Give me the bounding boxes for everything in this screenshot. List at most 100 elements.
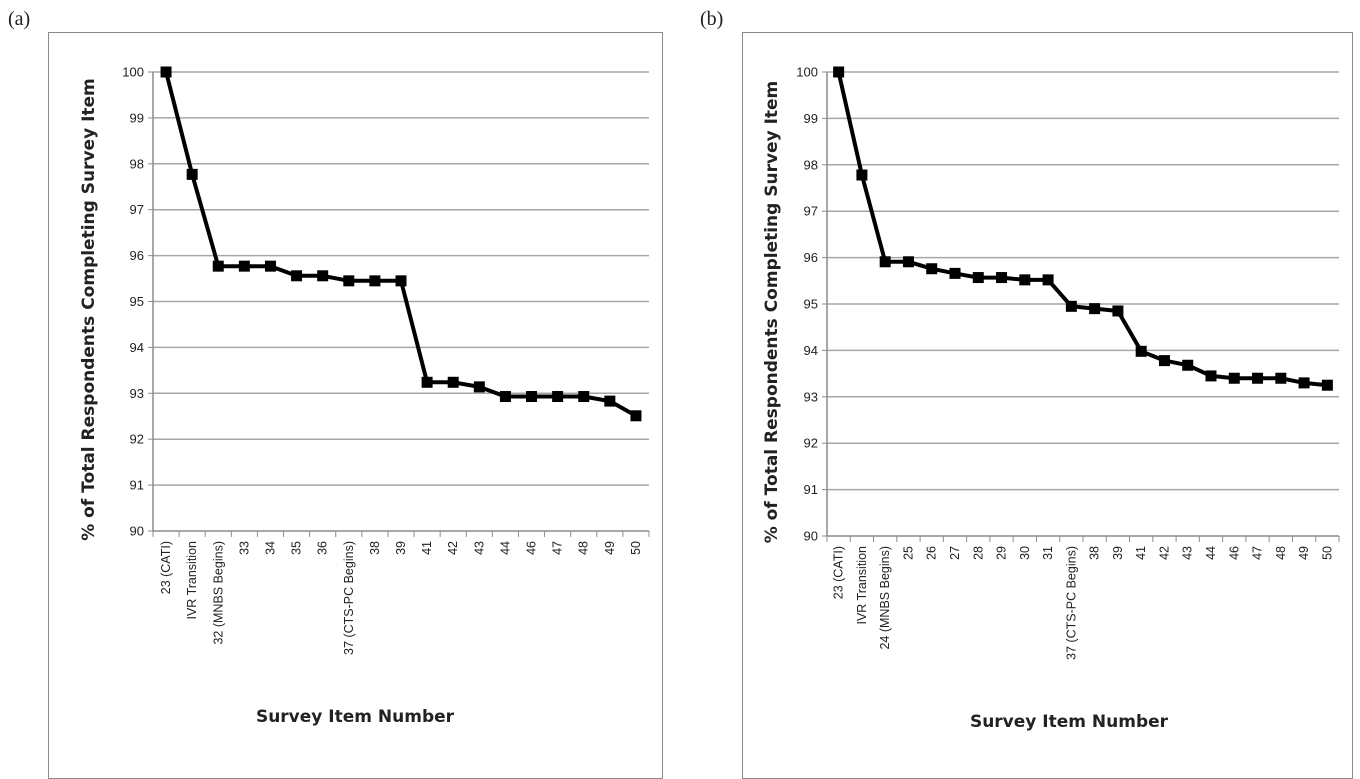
data-point-marker (1228, 372, 1240, 384)
y-tick-label: 95 (130, 294, 144, 309)
y-tick-label: 100 (796, 65, 818, 80)
data-point-marker (343, 275, 355, 287)
data-point-marker (972, 272, 984, 284)
x-axis-title: Survey Item Number (256, 707, 455, 727)
x-tick-label: 27 (948, 546, 962, 560)
x-tick-label: 33 (237, 541, 251, 555)
x-tick-label: 29 (995, 546, 1009, 560)
data-point-marker (1182, 359, 1194, 371)
series-line (164, 71, 637, 418)
y-axis-title: % of Total Respondents Completing Survey… (79, 78, 99, 541)
chart-a-canvas: 90 91 92 93 94 95 96 97 98 99 100 23 (CATI) IVR Tran… (79, 65, 650, 727)
data-point-marker (526, 391, 538, 403)
data-point-marker (552, 391, 564, 403)
y-tick-label: 92 (130, 432, 144, 447)
x-tick-label: 49 (1297, 546, 1311, 560)
x-tick-label: 37 (CTS-PC Begins) (1064, 546, 1078, 660)
x-tick-label: 48 (577, 541, 591, 555)
x-tick-label: 43 (1181, 546, 1195, 560)
y-tick-label: 97 (130, 202, 144, 217)
x-tick-label: 36 (316, 541, 330, 555)
data-point-marker (1112, 305, 1124, 317)
x-tick-label: 38 (1088, 546, 1102, 560)
data-point-marker (395, 275, 407, 287)
x-tick-label: IVR Transition (855, 546, 869, 625)
x-tick-label: 23 (CATI) (832, 546, 846, 599)
x-tick-label: 41 (420, 541, 434, 555)
data-point-marker (238, 260, 250, 272)
data-point-marker (1275, 372, 1287, 384)
x-tick-label: 37 (CTS-PC Begins) (342, 541, 356, 655)
x-tick-label: 38 (368, 541, 382, 555)
x-axis-title: Survey Item Number (970, 712, 1169, 732)
y-tick-label: 93 (130, 386, 144, 401)
data-point-marker (902, 256, 914, 268)
x-tick-label: 39 (394, 541, 408, 555)
x-tick-label: 28 (971, 546, 985, 560)
data-point-marker (1205, 370, 1217, 382)
data-point-marker (604, 395, 616, 407)
x-tick-label: 49 (603, 541, 617, 555)
x-tick-label: 50 (1320, 546, 1334, 560)
data-point-marker (949, 267, 961, 279)
data-point-marker (1019, 274, 1031, 286)
data-point-marker (212, 260, 224, 272)
y-tick-label: 99 (804, 111, 818, 126)
x-tick-label: 26 (925, 546, 939, 560)
chart-b-canvas: 90 91 92 93 94 95 96 97 98 99 100 23 (CATI) IVR Tran… (762, 65, 1340, 732)
y-tick-label: 90 (804, 529, 818, 544)
data-point-marker (499, 391, 511, 403)
x-tick-label: 24 (MNBS Begins) (878, 546, 892, 650)
data-point-marker (1089, 303, 1101, 315)
x-tick-label: 48 (1274, 546, 1288, 560)
x-tick-label: 42 (1157, 546, 1171, 560)
chart-panel-b: 90 91 92 93 94 95 96 97 98 99 100 23 (CATI) IVR Tran… (742, 32, 1353, 779)
y-axis-title: % of Total Respondents Completing Survey… (762, 81, 782, 544)
data-point-marker (1321, 379, 1333, 391)
x-tick-label: 25 (901, 546, 915, 560)
x-tick-label: 35 (290, 541, 304, 555)
data-point-marker (473, 381, 485, 393)
x-tick-label: 41 (1134, 546, 1148, 560)
data-point-marker (264, 260, 276, 272)
data-point-marker (996, 272, 1008, 284)
panel-label-b: (b) (700, 8, 724, 30)
x-tick-label: 42 (446, 541, 460, 555)
data-point-marker (291, 270, 303, 282)
x-tick-label: 30 (1018, 546, 1032, 560)
data-point-marker (1252, 372, 1264, 384)
y-tick-label: 90 (130, 524, 144, 539)
y-tick-label: 100 (122, 65, 144, 80)
data-point-marker (447, 376, 459, 388)
y-tick-label: 94 (804, 343, 818, 358)
x-tick-label: IVR Transition (185, 541, 199, 620)
x-tick-label: 34 (263, 541, 277, 555)
data-point-marker (879, 256, 891, 268)
data-point-marker (421, 376, 433, 388)
x-tick-label: 23 (CATI) (159, 541, 173, 594)
data-point-marker (160, 66, 172, 78)
data-point-marker (833, 66, 845, 78)
series-line (836, 71, 1328, 388)
x-tick-label: 39 (1111, 546, 1125, 560)
data-point-marker (1065, 300, 1077, 312)
chart-panel-a: 90 91 92 93 94 95 96 97 98 99 100 23 (CATI) IVR Tran… (48, 32, 663, 779)
y-tick-label: 92 (804, 436, 818, 451)
x-tick-label: 50 (629, 541, 643, 555)
y-tick-label: 91 (130, 478, 144, 493)
y-tick-label: 96 (804, 250, 818, 265)
y-tick-label: 97 (804, 204, 818, 219)
data-point-marker (317, 270, 329, 282)
data-point-marker (369, 275, 381, 287)
x-tick-label: 47 (551, 541, 565, 555)
x-tick-label: 46 (525, 541, 539, 555)
x-tick-label: 44 (498, 541, 512, 555)
data-point-marker (630, 410, 642, 422)
data-point-marker (1298, 377, 1310, 389)
x-tick-label: 43 (472, 541, 486, 555)
x-tick-label: 44 (1204, 546, 1218, 560)
y-tick-label: 94 (130, 340, 144, 355)
x-tick-label: 47 (1251, 546, 1265, 560)
data-point-marker (1042, 274, 1054, 286)
data-point-marker (856, 169, 868, 181)
